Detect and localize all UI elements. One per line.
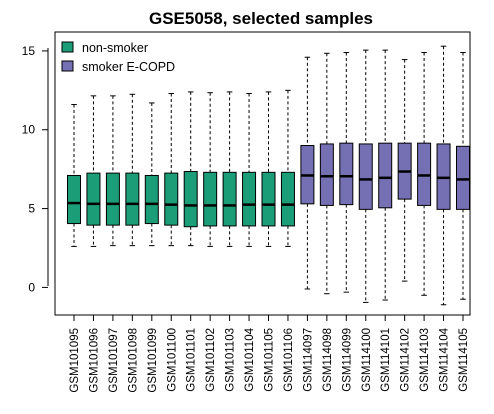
iqr-box <box>144 174 159 225</box>
iqr-box <box>183 171 198 228</box>
box-GSM114097 <box>300 56 315 290</box>
iqr-box <box>358 143 373 210</box>
box-GSM101101 <box>183 91 198 247</box>
box-GSM101099 <box>144 102 159 247</box>
iqr-box <box>319 143 334 206</box>
x-tick-label: GSM114104 <box>439 327 451 391</box>
x-tick-label: GSM114105 <box>458 328 470 392</box>
iqr-box <box>222 171 237 227</box>
boxes <box>67 45 470 306</box>
x-tick-label: GSM101099 <box>147 328 159 393</box>
box-GSM114105 <box>456 51 470 300</box>
box-GSM101096 <box>86 95 101 247</box>
x-tick-label: GSM114097 <box>302 328 314 392</box>
x-tick-label: GSM101100 <box>166 328 178 392</box>
box-GSM101100 <box>164 92 179 247</box>
box-GSM114100 <box>358 49 373 303</box>
legend: non-smoker smoker E-COPD <box>61 41 175 74</box>
iqr-box <box>456 145 470 210</box>
x-tick-label: GSM101096 <box>88 328 100 393</box>
x-tick-label: GSM101097 <box>108 328 120 393</box>
iqr-box <box>242 171 257 227</box>
iqr-box <box>125 172 140 226</box>
y-axis: 0 5 10 15 <box>22 44 49 294</box>
x-tick-label: GSM101104 <box>244 327 256 391</box>
iqr-box <box>261 171 276 227</box>
legend-label-smoker-e-copd: smoker E-COPD <box>82 60 175 74</box>
iqr-box <box>378 142 393 209</box>
x-tick-label: GSM101101 <box>186 328 198 392</box>
x-tick-label: GSM101106 <box>283 328 295 392</box>
box-GSM114101 <box>378 49 393 301</box>
y-tick-label: 5 <box>28 202 35 216</box>
legend-label-non-smoker: non-smoker <box>82 41 148 55</box>
x-tick-label: GSM114101 <box>380 328 392 392</box>
x-tick-label: GSM114099 <box>341 328 353 392</box>
box-GSM101106 <box>280 89 295 247</box>
x-tick-label: GSM114098 <box>322 328 334 392</box>
y-tick-label: 10 <box>22 123 36 137</box>
x-tick-label: GSM101098 <box>127 328 139 393</box>
x-ticks: GSM101095 GSM101096 GSM101097 GSM101098 GSM1… <box>69 315 470 393</box>
x-tick-label: GSM114100 <box>361 328 373 392</box>
x-tick-label: GSM114103 <box>419 328 431 392</box>
iqr-box <box>105 172 120 226</box>
x-tick-label: GSM114102 <box>400 328 412 392</box>
iqr-box <box>203 171 218 227</box>
x-tick-label: GSM101103 <box>225 328 237 392</box>
box-GSM114099 <box>339 51 354 293</box>
x-tick-label: GSM101095 <box>69 328 81 393</box>
box-GSM114102 <box>397 59 412 282</box>
y-tick-label: 0 <box>28 280 35 294</box>
iqr-box <box>280 171 295 227</box>
legend-swatch-smoker-e-copd <box>61 60 74 72</box>
iqr-box <box>86 172 101 226</box>
box-GSM101104 <box>242 92 257 247</box>
box-GSM101103 <box>222 91 237 247</box>
legend-swatch-non-smoker <box>61 41 74 53</box>
x-tick-label: GSM101102 <box>205 328 217 392</box>
iqr-box <box>67 174 81 225</box>
box-GSM114103 <box>417 51 432 296</box>
box-GSM114104 <box>436 45 451 306</box>
iqr-box <box>339 142 354 206</box>
box-GSM101097 <box>105 95 120 247</box>
box-GSM101105 <box>261 91 276 247</box>
y-tick-label: 15 <box>22 44 36 58</box>
box-GSM101098 <box>125 93 140 247</box>
box-GSM101102 <box>203 92 218 247</box>
x-tick-label: GSM101105 <box>264 328 276 392</box>
box-GSM114098 <box>319 52 334 295</box>
iqr-box <box>164 172 179 226</box>
chart-title: GSE5058, selected samples <box>149 9 373 28</box>
box-GSM101095 <box>67 104 81 247</box>
y-ticks: 0 5 10 15 <box>22 44 48 294</box>
